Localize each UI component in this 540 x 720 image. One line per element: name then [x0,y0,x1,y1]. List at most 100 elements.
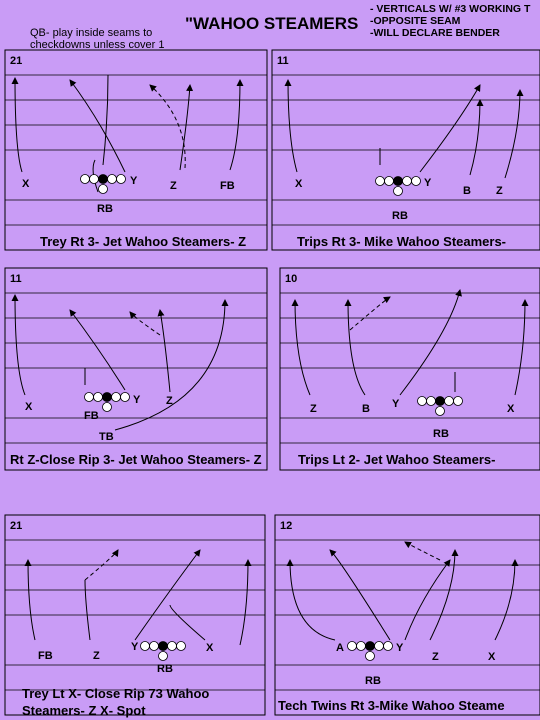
player-label: RB [433,428,449,440]
qb-note: QB- play inside seams to [30,27,152,39]
route [157,309,171,393]
player-label: X [507,403,515,415]
route [291,299,311,396]
panels: 21 X Y Z FB RB Trey Rt 3- Jet Wahoo Steamers- … [4,49,540,718]
quarterback [365,651,375,661]
play-caption: Tech Twins Rt 3-Mike Wahoo Steame [278,698,505,713]
route [92,159,99,193]
route [69,309,126,391]
player-label: Y [133,394,141,406]
route [404,559,451,641]
route [344,299,366,396]
lineman [111,392,121,402]
lineman [402,176,412,186]
route [11,77,23,173]
route [399,289,462,396]
qb-note: checkdowns unless cover 1 [30,39,165,51]
route [179,84,194,171]
player-label: B [362,403,370,415]
player-label: Y [424,177,432,189]
play-caption: Trips Rt 3- Mike Wahoo Steamers- [297,234,506,249]
lineman [393,176,403,186]
lineman [435,396,445,406]
player-label: A [336,642,344,654]
lineman [167,641,177,651]
player-label: X [25,401,33,413]
lineman [116,174,126,184]
note: -WILL DECLARE BENDER [370,27,500,39]
player-label: RB [365,675,381,687]
lineman [149,641,159,651]
personnel: 11 [277,55,289,67]
lineman [365,641,375,651]
route [169,604,206,641]
lineman [89,174,99,184]
route [239,559,252,646]
player-label: X [295,178,303,190]
player-label: Y [131,641,139,653]
lineman [356,641,366,651]
lineman [120,392,130,402]
personnel: 11 [10,273,22,285]
play-caption: Trips Lt 2- Jet Wahoo Steamers- [298,452,495,467]
player-label: Z [310,403,317,415]
player-label: FB [84,410,99,422]
route [494,559,519,641]
player-label: RB [157,663,173,675]
route [514,299,529,396]
play-caption: Steamers- Z X- Spot [22,703,146,718]
lineman [417,396,427,406]
player-label: Z [496,185,503,197]
route [114,299,229,431]
player-label: TB [99,431,114,443]
lineman [98,174,108,184]
player-label: Y [130,175,138,187]
route [349,296,391,331]
route [429,549,459,641]
route [284,79,298,173]
route [69,79,126,173]
player-label: Z [170,180,177,192]
route [329,549,391,641]
lineman [384,176,394,186]
lineman [411,176,421,186]
player-label: X [22,178,30,190]
player-label: B [463,185,471,197]
personnel: 12 [280,520,292,532]
play-caption: Trey Rt 3- Jet Wahoo Steamers- Z [40,234,246,249]
player-label: FB [38,650,53,662]
lineman [375,176,385,186]
lineman [383,641,393,651]
field [4,267,268,471]
quarterback [158,651,168,661]
route [134,549,201,641]
player-label: Z [432,651,439,663]
player-label: X [206,642,214,654]
player-label: RB [97,203,113,215]
field [279,267,540,471]
route [229,79,244,171]
player-label: FB [220,180,235,192]
play-caption: Rt Z-Close Rip 3- Jet Wahoo Steamers- Z [10,452,262,467]
player-label: RB [392,210,408,222]
lineman [426,396,436,406]
lineman [374,641,384,651]
lineman [347,641,357,651]
personnel: 10 [285,273,297,285]
play-caption: Trey Lt X- Close Rip 73 Wahoo [22,686,209,701]
note: - VERTICALS W/ #3 WORKING T [370,3,531,15]
lineman [158,641,168,651]
quarterback [98,184,108,194]
route [404,541,441,561]
player-label: Z [93,650,100,662]
route [286,559,336,641]
route [504,89,524,179]
player-label: Y [392,398,400,410]
lineman [84,392,94,402]
player-label: X [488,651,496,663]
personnel: 21 [10,55,22,67]
personnel: 21 [10,520,22,532]
title: "WAHOO STEAMERS [185,14,358,33]
player-label: Z [166,395,173,407]
